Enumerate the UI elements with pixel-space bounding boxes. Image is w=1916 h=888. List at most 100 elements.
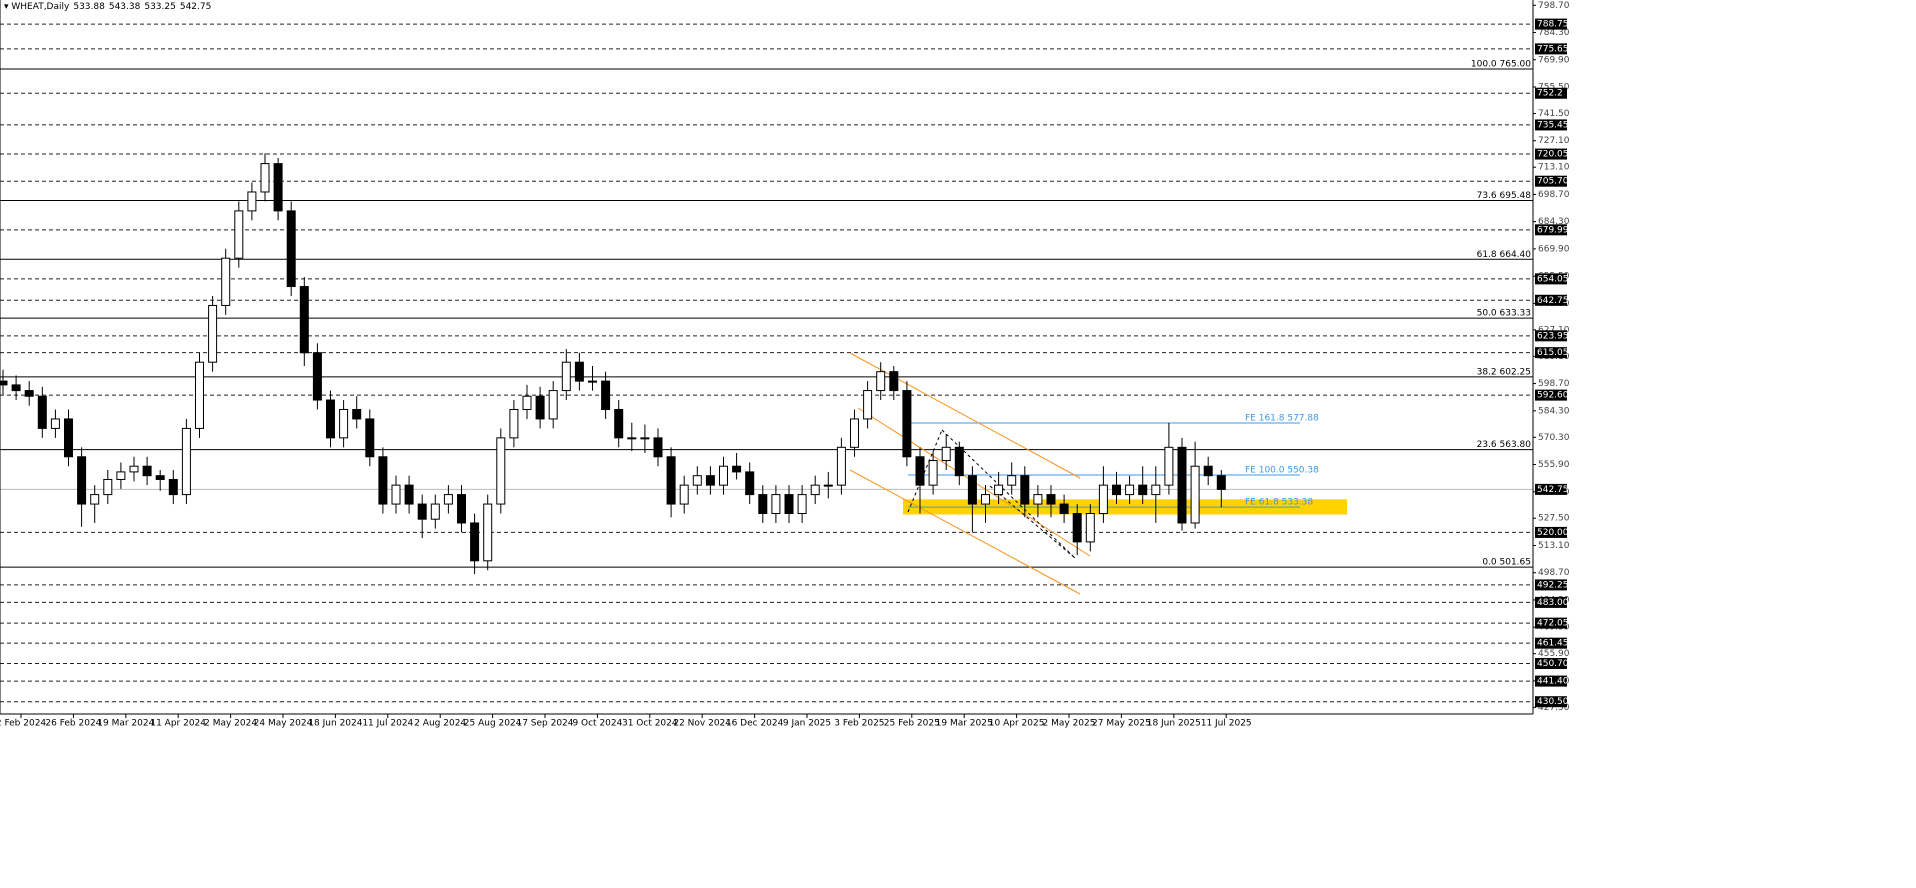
candle-body bbox=[692, 475, 702, 486]
candle-body bbox=[863, 390, 873, 420]
candle-body bbox=[391, 484, 401, 505]
candle-body bbox=[745, 471, 755, 496]
candle-body bbox=[653, 437, 663, 458]
candle-body bbox=[312, 352, 322, 401]
level-box bbox=[1535, 18, 1567, 30]
candle-body bbox=[1190, 465, 1200, 524]
candle-body bbox=[129, 465, 139, 473]
candle-body bbox=[902, 390, 912, 458]
level-label: 735.45 bbox=[1537, 120, 1569, 130]
level-label: 483.00 bbox=[1537, 598, 1569, 608]
level-label: 654.05 bbox=[1537, 274, 1569, 284]
candle-body bbox=[352, 408, 362, 420]
candle-body bbox=[666, 456, 676, 505]
candle-body bbox=[496, 437, 506, 505]
candle-body bbox=[11, 384, 21, 392]
candle-body bbox=[705, 475, 715, 486]
candle-body bbox=[299, 286, 309, 354]
level-label: 705.70 bbox=[1537, 177, 1569, 187]
candle-body bbox=[1085, 513, 1095, 543]
candle-body bbox=[1151, 484, 1161, 496]
y-tick-label: 669.90 bbox=[1538, 244, 1570, 254]
x-tick-label: 2 May 2025 bbox=[1043, 719, 1096, 729]
fib-label: 50.0 633.33 bbox=[1477, 309, 1531, 319]
candle-body bbox=[889, 371, 899, 392]
candle-body bbox=[954, 446, 964, 477]
price-box bbox=[1535, 483, 1567, 495]
candle-body bbox=[0, 380, 8, 386]
candle-body bbox=[24, 390, 34, 397]
candle-body bbox=[64, 418, 73, 458]
x-tick-label: 17 Sep 2024 bbox=[516, 719, 573, 729]
candle-body bbox=[850, 418, 859, 448]
candle-body bbox=[509, 408, 519, 439]
candle-body bbox=[981, 494, 990, 505]
level-label: 752.2 bbox=[1537, 89, 1563, 99]
x-tick-label: 2 May 2024 bbox=[204, 719, 257, 729]
candle-body bbox=[614, 408, 624, 439]
level-label: 441.40 bbox=[1537, 677, 1569, 687]
y-tick-label: 727.10 bbox=[1538, 136, 1570, 146]
x-tick-label: 11 Apr 2024 bbox=[150, 719, 206, 729]
fib-label: 0.0 501.65 bbox=[1482, 558, 1531, 568]
y-tick-label: 798.70 bbox=[1538, 1, 1570, 11]
candle-body bbox=[1046, 494, 1056, 505]
candle-body bbox=[103, 478, 113, 496]
y-tick-label: 570.30 bbox=[1538, 433, 1570, 443]
level-box bbox=[1535, 119, 1567, 131]
level-label: 492.25 bbox=[1537, 580, 1569, 590]
y-tick-label: 784.30 bbox=[1538, 28, 1570, 38]
fe-line bbox=[989, 485, 1076, 559]
candle-body bbox=[1098, 484, 1108, 515]
fib-label: 61.8 664.40 bbox=[1477, 250, 1532, 260]
x-tick-label: 26 Feb 2024 bbox=[45, 719, 101, 729]
level-box bbox=[1535, 696, 1567, 708]
price-label: 542.75 bbox=[1537, 485, 1569, 495]
ohlc-value: 533.25 bbox=[144, 2, 176, 12]
candle-body bbox=[1007, 475, 1017, 486]
level-box bbox=[1535, 389, 1567, 401]
candle-body bbox=[941, 446, 951, 462]
fe-line bbox=[907, 429, 943, 513]
level-label: 720.05 bbox=[1537, 150, 1569, 160]
symbol: WHEAT,Daily bbox=[11, 2, 70, 12]
candle-body bbox=[915, 456, 925, 486]
x-tick-label: 2 Aug 2024 bbox=[414, 719, 466, 729]
candle-body bbox=[443, 494, 453, 505]
level-label: 520.00 bbox=[1537, 528, 1569, 538]
level-box bbox=[1535, 637, 1567, 649]
channel-line bbox=[849, 352, 1081, 479]
x-tick-label: 18 Jun 2024 bbox=[308, 719, 362, 729]
y-tick-label: 698.70 bbox=[1538, 190, 1570, 200]
y-tick-label: 555.90 bbox=[1538, 460, 1570, 470]
y-tick-label: 769.90 bbox=[1538, 55, 1570, 65]
level-label: 450.70 bbox=[1537, 659, 1569, 669]
fe-label: FE 161.8 577.88 bbox=[1245, 413, 1319, 423]
candle-body bbox=[588, 380, 597, 383]
level-box bbox=[1535, 347, 1567, 359]
level-label: 461.45 bbox=[1537, 639, 1569, 649]
candle-body bbox=[601, 380, 611, 410]
channel-line bbox=[849, 469, 1081, 595]
candle-body bbox=[836, 446, 846, 486]
candle-body bbox=[417, 503, 427, 520]
x-tick-label: 3 Feb 2025 bbox=[834, 719, 884, 729]
candle-body bbox=[574, 361, 584, 382]
candle-body bbox=[378, 456, 388, 505]
candle-body bbox=[1033, 494, 1043, 505]
candle-body bbox=[771, 494, 781, 515]
x-tick-label: 19 Mar 2025 bbox=[936, 719, 993, 729]
level-label: 642.75 bbox=[1537, 296, 1569, 306]
candle-body bbox=[142, 465, 152, 477]
x-tick-label: 24 May 2024 bbox=[254, 719, 313, 729]
candle-body bbox=[1216, 475, 1226, 490]
fe-label: FE 100.0 550.38 bbox=[1245, 465, 1319, 475]
x-tick-label: 9 Jan 2025 bbox=[783, 719, 831, 729]
x-tick-label: 11 Jul 2025 bbox=[1201, 719, 1252, 729]
x-tick-label: 19 Mar 2024 bbox=[97, 719, 154, 729]
candle-body bbox=[483, 503, 493, 562]
x-tick-label: 25 Aug 2024 bbox=[464, 719, 522, 729]
level-label: 788.75 bbox=[1537, 20, 1569, 30]
x-tick-label: 10 Apr 2025 bbox=[989, 719, 1045, 729]
